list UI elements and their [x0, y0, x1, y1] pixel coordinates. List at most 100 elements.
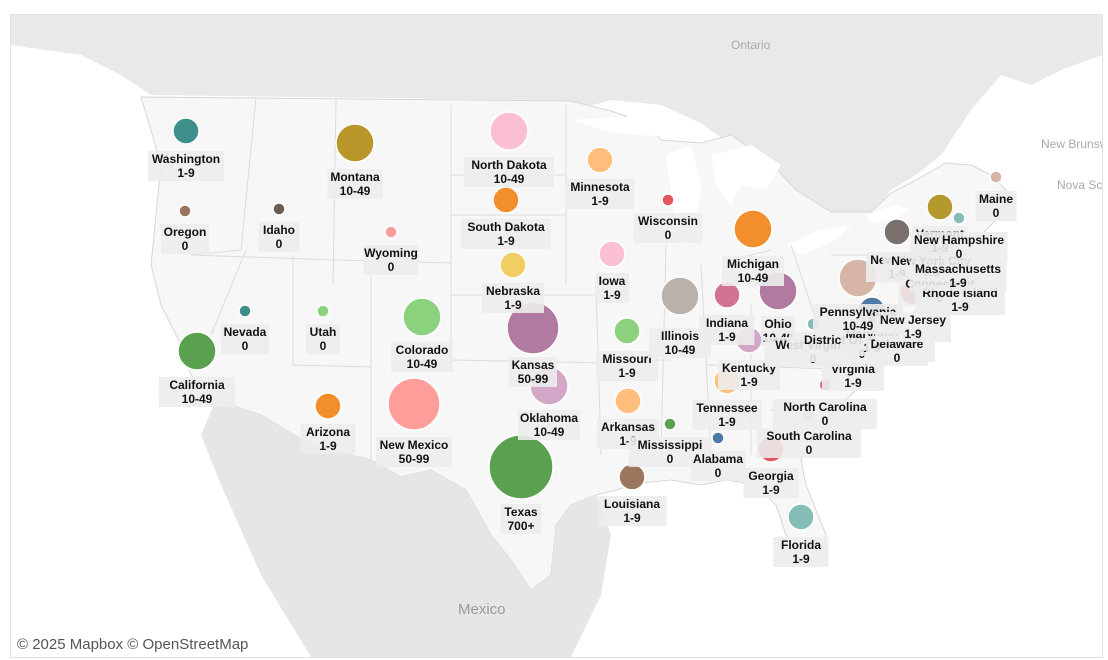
bubble-new-hampshire[interactable] [952, 211, 966, 225]
state-name-missouri: Missouri [602, 352, 651, 366]
state-value-kentucky: 1-9 [740, 375, 758, 389]
bubble-arkansas[interactable] [614, 387, 642, 415]
state-name-new-mexico: New Mexico [380, 438, 449, 452]
state-name-colorado: Colorado [396, 343, 449, 357]
label-bg-wisconsin [633, 213, 703, 243]
bubble-iowa[interactable] [598, 240, 626, 268]
state-value-oregon: 0 [182, 239, 189, 253]
bubble-nebraska[interactable] [499, 251, 527, 279]
state-value-delaware: 0 [894, 351, 901, 365]
bubble-texas[interactable] [488, 434, 554, 500]
state-value-maine: 0 [993, 206, 1000, 220]
map-frame: Ontario Mexico New Brunswick Nova Scotia… [10, 14, 1103, 658]
state-name-kansas: Kansas [512, 358, 555, 372]
bubble-new-york[interactable] [883, 218, 911, 246]
map-attribution[interactable]: © 2025 Mapbox © OpenStreetMap [17, 636, 249, 653]
label-bg-arizona [300, 424, 356, 454]
bubble-colorado[interactable] [402, 297, 442, 337]
state-name-utah: Utah [310, 325, 337, 339]
state-name-texas: Texas [504, 505, 537, 519]
state-value-oklahoma: 10-49 [534, 425, 565, 439]
state-name-maine: Maine [979, 192, 1013, 206]
state-name-new-jersey: New Jersey [880, 313, 946, 327]
state-name-minnesota: Minnesota [570, 180, 630, 194]
bubble-louisiana[interactable] [618, 463, 646, 491]
label-bg-georgia [743, 468, 799, 498]
state-value-wisconsin: 0 [665, 228, 672, 242]
bubble-alabama[interactable] [711, 431, 725, 445]
state-value-california: 10-49 [182, 392, 213, 406]
state-name-idaho: Idaho [263, 223, 295, 237]
label-bg-florida [773, 537, 829, 567]
bubble-florida[interactable] [787, 503, 815, 531]
bubble-minnesota[interactable] [586, 146, 614, 174]
label-bg-washington [148, 151, 224, 181]
label-bg-new-jersey [875, 312, 951, 342]
state-value-illinois: 10-49 [665, 343, 696, 357]
bubble-new-mexico[interactable] [387, 377, 441, 431]
state-value-new-hampshire: 0 [956, 247, 963, 261]
bubble-north-dakota[interactable] [489, 111, 529, 151]
label-bg-nebraska [482, 283, 544, 313]
bubble-wisconsin[interactable] [661, 193, 675, 207]
label-bg-tennessee [692, 400, 762, 430]
bubble-washington[interactable] [172, 117, 200, 145]
state-value-kansas: 50-99 [518, 372, 549, 386]
us-map[interactable]: Ontario Mexico New Brunswick Nova Scotia… [11, 15, 1102, 657]
state-name-nebraska: Nebraska [486, 284, 540, 298]
bubble-illinois[interactable] [660, 276, 700, 316]
bubble-missouri[interactable] [613, 317, 641, 345]
state-name-indiana: Indiana [706, 316, 748, 330]
canada-land [11, 15, 1102, 215]
bubble-maine[interactable] [989, 170, 1003, 184]
state-value-new-mexico: 50-99 [399, 452, 430, 466]
bubble-utah[interactable] [316, 304, 330, 318]
label-bg-missouri [596, 351, 658, 381]
label-bg-north-dakota [464, 157, 554, 187]
state-name-michigan: Michigan [727, 257, 779, 271]
bubble-arizona[interactable] [314, 392, 342, 420]
state-value-north-carolina: 0 [822, 414, 829, 428]
label-bg-texas [500, 504, 542, 534]
state-name-oregon: Oregon [164, 225, 207, 239]
bubble-california[interactable] [177, 331, 217, 371]
bubble-nevada[interactable] [238, 304, 252, 318]
state-name-florida: Florida [781, 538, 821, 552]
bubble-vermont[interactable] [926, 193, 954, 221]
bubble-wyoming[interactable] [384, 225, 398, 239]
bubble-south-dakota[interactable] [492, 186, 520, 214]
bubble-idaho[interactable] [272, 202, 286, 216]
state-value-idaho: 0 [276, 237, 283, 251]
state-name-oklahoma: Oklahoma [520, 411, 578, 425]
bubble-mississippi[interactable] [663, 417, 677, 431]
bubble-montana[interactable] [335, 123, 375, 163]
bubble-michigan[interactable] [733, 209, 773, 249]
label-bg-kansas [509, 357, 557, 387]
state-value-texas: 700+ [507, 519, 534, 533]
label-bg-south-dakota [461, 219, 551, 249]
bubble-oregon[interactable] [178, 204, 192, 218]
label-bg-oklahoma [518, 410, 580, 440]
state-value-indiana: 1-9 [718, 330, 736, 344]
label-bg-indiana [699, 315, 755, 345]
label-bg-montana [327, 169, 383, 199]
state-name-north-dakota: North Dakota [471, 158, 547, 172]
